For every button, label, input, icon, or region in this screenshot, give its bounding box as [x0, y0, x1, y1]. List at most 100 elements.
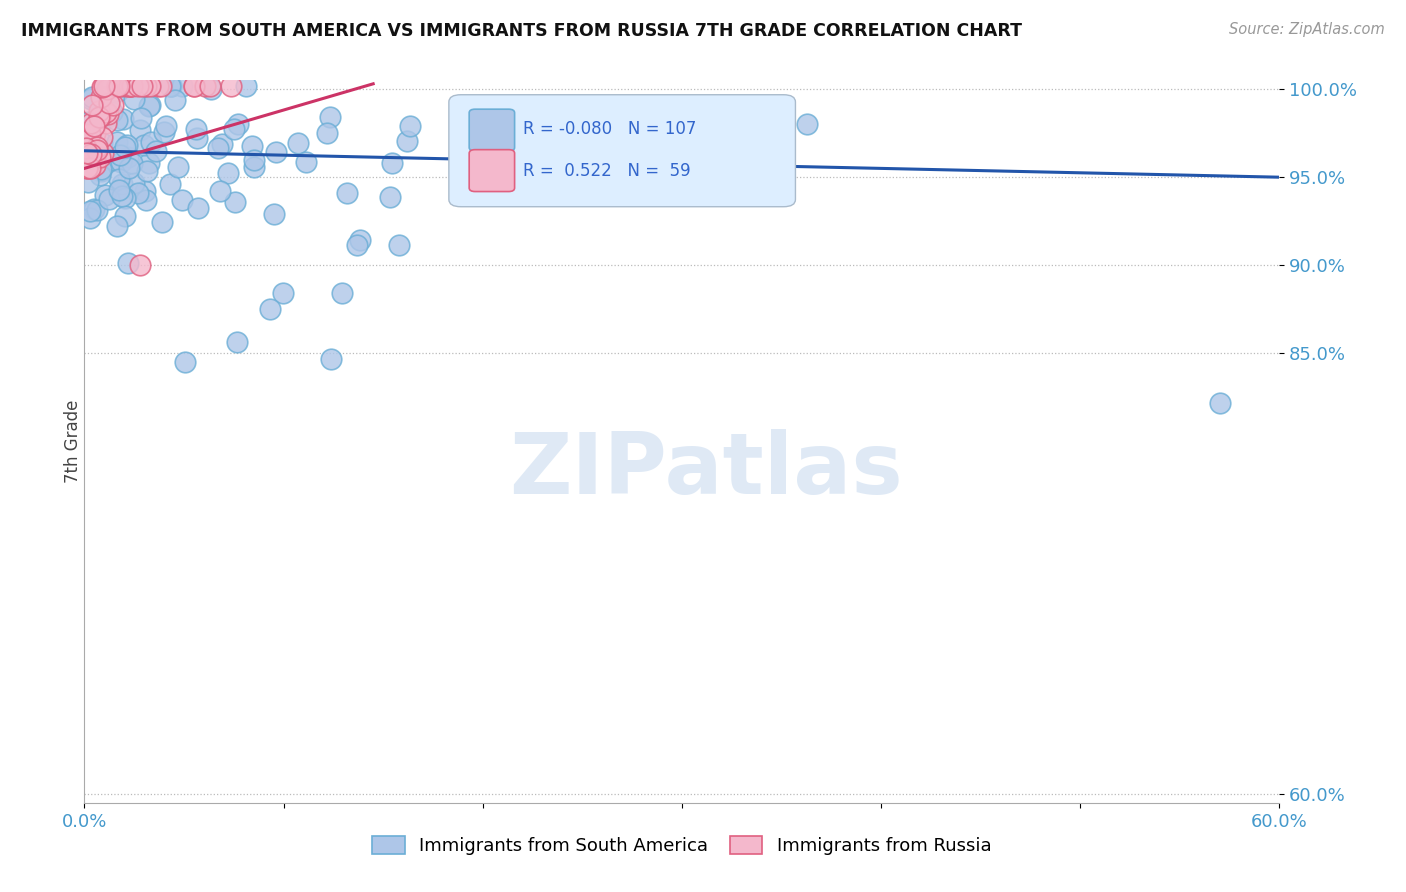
Point: [105, 78, 128, 93]
Point: [134, 184, 156, 198]
Point: [316, 126, 339, 140]
Point: [319, 110, 342, 124]
Point: [330, 285, 353, 300]
Point: [129, 112, 152, 126]
Point: [224, 195, 246, 210]
Point: [211, 136, 233, 151]
Point: [395, 134, 418, 148]
Point: [108, 148, 131, 162]
Point: [93, 187, 115, 202]
Point: [80, 116, 103, 130]
Point: [184, 122, 207, 136]
Point: [111, 112, 134, 127]
Point: [108, 183, 131, 197]
Point: [271, 286, 294, 301]
Point: [295, 155, 318, 169]
Point: [1209, 396, 1232, 410]
Point: [93, 78, 115, 93]
Point: [118, 78, 141, 93]
Point: [124, 92, 146, 106]
Point: [89, 106, 111, 120]
Point: [105, 135, 128, 149]
Legend: Immigrants from South America, Immigrants from Russia: Immigrants from South America, Immigrant…: [366, 829, 998, 863]
Point: [80, 147, 103, 161]
Point: [79, 128, 101, 142]
Point: [388, 237, 411, 252]
Point: [135, 164, 157, 178]
Point: [152, 125, 174, 139]
Point: [378, 190, 401, 204]
Point: [91, 79, 114, 94]
Point: [86, 144, 108, 158]
Point: [90, 163, 112, 178]
Point: [94, 112, 117, 126]
Point: [86, 202, 108, 217]
Point: [138, 155, 160, 169]
Point: [224, 121, 246, 136]
Point: [111, 177, 134, 191]
Point: [486, 140, 509, 154]
Point: [264, 145, 287, 160]
Point: [83, 202, 105, 217]
Point: [90, 161, 112, 176]
Point: [91, 79, 114, 94]
Point: [146, 78, 169, 93]
Point: [166, 160, 188, 174]
Point: [187, 202, 209, 216]
Text: IMMIGRANTS FROM SOUTH AMERICA VS IMMIGRANTS FROM RUSSIA 7TH GRADE CORRELATION CH: IMMIGRANTS FROM SOUTH AMERICA VS IMMIGRA…: [21, 22, 1022, 40]
Point: [91, 130, 114, 145]
Point: [346, 237, 368, 252]
Point: [91, 136, 114, 151]
Point: [77, 115, 100, 129]
Point: [319, 352, 342, 367]
Text: R = -0.080   N = 107: R = -0.080 N = 107: [523, 120, 696, 138]
Point: [120, 78, 142, 93]
Point: [100, 78, 122, 93]
Point: [200, 82, 222, 96]
Point: [336, 186, 359, 201]
Point: [84, 153, 107, 168]
Point: [97, 107, 120, 121]
Point: [139, 78, 162, 93]
Point: [100, 78, 122, 93]
Point: [194, 78, 217, 93]
Point: [120, 78, 142, 93]
Point: [186, 131, 208, 145]
Point: [103, 97, 125, 112]
Point: [76, 147, 98, 161]
Point: [79, 161, 101, 176]
Point: [122, 176, 145, 190]
Point: [89, 111, 111, 125]
Text: Source: ZipAtlas.com: Source: ZipAtlas.com: [1229, 22, 1385, 37]
Text: R =  0.522   N =  59: R = 0.522 N = 59: [523, 161, 690, 179]
Point: [108, 78, 131, 93]
Point: [208, 184, 231, 198]
Point: [108, 172, 131, 186]
Point: [83, 119, 105, 133]
Point: [100, 105, 122, 120]
Point: [76, 161, 98, 176]
Point: [82, 148, 104, 162]
Point: [163, 93, 186, 107]
Point: [159, 78, 181, 93]
Point: [105, 112, 128, 127]
Point: [155, 119, 177, 133]
Point: [200, 78, 222, 93]
Point: [111, 188, 134, 202]
Point: [150, 215, 173, 229]
Point: [103, 153, 125, 167]
Point: [76, 145, 98, 160]
Point: [89, 168, 111, 182]
Point: [76, 161, 98, 176]
Point: [138, 98, 160, 112]
Point: [159, 78, 181, 93]
Point: [80, 161, 103, 176]
Point: [107, 84, 129, 98]
Point: [263, 206, 285, 220]
Text: ZIPatlas: ZIPatlas: [509, 429, 903, 512]
FancyBboxPatch shape: [470, 109, 515, 151]
Point: [114, 191, 136, 205]
Point: [80, 92, 103, 106]
Point: [89, 90, 111, 104]
Point: [259, 302, 281, 317]
